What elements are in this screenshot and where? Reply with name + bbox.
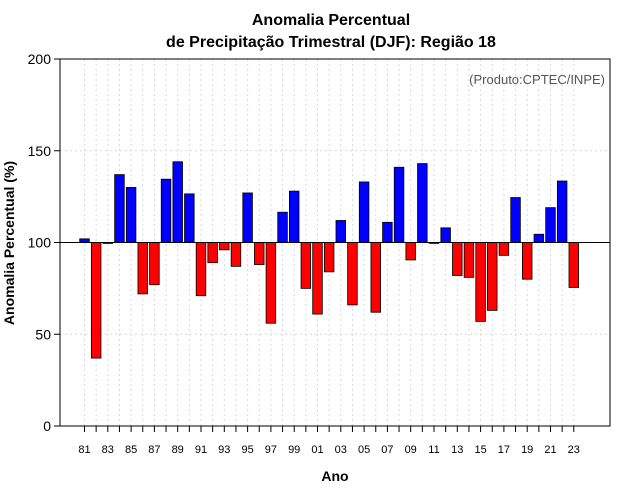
credit-text: (Produto:CPTEC/INPE) xyxy=(469,72,605,87)
y-tick-label: 100 xyxy=(28,235,52,251)
bar-04 xyxy=(347,242,358,306)
bar-86 xyxy=(137,242,148,295)
x-tick-label: 15 xyxy=(474,444,486,456)
bar-81 xyxy=(79,238,90,243)
bar-03 xyxy=(335,220,347,243)
x-tick-label: 23 xyxy=(568,444,580,456)
x-tick-label: 13 xyxy=(451,444,463,456)
bar-10 xyxy=(417,163,428,243)
bar-07 xyxy=(382,221,393,243)
bar-93 xyxy=(219,242,230,251)
y-tick-label: 200 xyxy=(28,51,52,67)
x-tick-label: 09 xyxy=(405,444,417,456)
x-tick-label: 85 xyxy=(125,444,137,456)
x-tick-label: 91 xyxy=(195,444,207,456)
bar-91 xyxy=(195,242,207,297)
bar-13 xyxy=(452,242,463,276)
bars xyxy=(79,161,580,359)
x-axis: 81 83 85 87 89 91 93 95 97 99 01 03 05 07 09 11 13 15 17 19… xyxy=(78,426,580,456)
bar-88 xyxy=(160,178,172,243)
bar-82 xyxy=(90,242,102,359)
x-tick-label: 03 xyxy=(335,444,347,456)
y-tick-label: 50 xyxy=(35,326,51,342)
gridlines xyxy=(60,59,610,426)
x-tick-label: 01 xyxy=(311,444,323,456)
bar-90 xyxy=(184,193,195,243)
x-tick-label: 89 xyxy=(172,444,184,456)
bar-15 xyxy=(475,242,486,322)
bar-08 xyxy=(393,166,405,243)
bar-23 xyxy=(568,242,580,288)
bar-18 xyxy=(510,197,521,243)
y-tick-label: 0 xyxy=(43,418,51,434)
bar-94 xyxy=(230,242,242,267)
x-tick-label: 95 xyxy=(241,444,253,456)
bar-06 xyxy=(370,242,381,313)
bar-96 xyxy=(254,242,265,265)
bar-99 xyxy=(288,190,300,243)
bar-21 xyxy=(545,207,556,243)
x-axis-label: Ano xyxy=(321,468,348,484)
x-tick-label: 19 xyxy=(521,444,533,456)
x-tick-label: 81 xyxy=(78,444,90,456)
bar-09 xyxy=(405,242,416,261)
x-tick-label: 97 xyxy=(265,444,277,456)
bar-22 xyxy=(556,180,568,243)
bar-01 xyxy=(312,242,323,315)
x-tick-label: 93 xyxy=(218,444,230,456)
x-tick-label: 21 xyxy=(544,444,556,456)
bar-16 xyxy=(487,242,498,311)
x-tick-label: 87 xyxy=(148,444,160,456)
y-axis-label: Anomalia Percentual (%) xyxy=(1,161,17,325)
chart-title-line1: Anomalia Percentual xyxy=(252,12,410,29)
x-tick-label: 99 xyxy=(288,444,300,456)
x-tick-label: 11 xyxy=(428,444,439,456)
bar-05 xyxy=(358,181,370,243)
bar-20 xyxy=(533,233,545,243)
bar-00 xyxy=(300,242,312,289)
bar-84 xyxy=(114,174,125,243)
bar-98 xyxy=(277,211,288,243)
y-tick-label: 150 xyxy=(28,143,52,159)
bar-17 xyxy=(498,242,510,256)
bar-19 xyxy=(522,242,533,280)
bar-89 xyxy=(172,161,183,243)
bar-02 xyxy=(323,242,335,273)
y-axis: 0 50 100 150 200 xyxy=(28,51,60,434)
x-tick-label: 83 xyxy=(102,444,114,456)
bar-12 xyxy=(440,227,451,243)
bar-97 xyxy=(265,242,277,324)
bar-14 xyxy=(463,242,475,278)
x-tick-label: 05 xyxy=(358,444,370,456)
x-tick-label: 17 xyxy=(498,444,510,456)
bar-95 xyxy=(242,192,253,243)
chart-title-line2: de Precipitação Trimestral (DJF): Região… xyxy=(166,34,496,51)
bar-87 xyxy=(149,242,160,286)
bar-85 xyxy=(125,187,137,243)
x-tick-label: 07 xyxy=(381,444,393,456)
bar-92 xyxy=(207,242,218,264)
